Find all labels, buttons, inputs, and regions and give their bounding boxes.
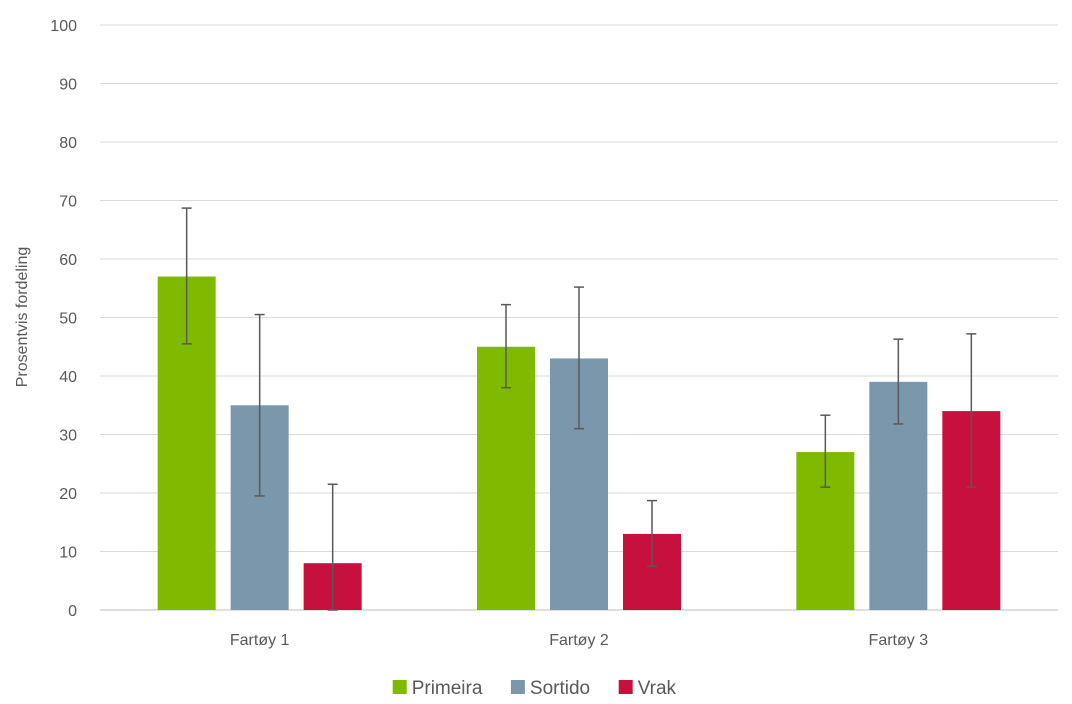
legend: Primeira Sortido Vrak <box>392 678 677 699</box>
error-bar <box>647 499 657 567</box>
y-tick-label: 40 <box>59 369 77 386</box>
y-tick-label: 20 <box>59 486 77 503</box>
x-axis-ticks: Fartøy 1 Fartøy 2 Fartøy 3 <box>230 632 928 649</box>
error-bar <box>966 333 977 488</box>
error-bar <box>574 286 584 430</box>
legend-swatch <box>618 680 633 694</box>
error-bar <box>501 303 511 389</box>
y-tick-label: 30 <box>59 428 77 445</box>
x-tick-label: Fartøy 3 <box>869 632 929 649</box>
x-tick-label: Fartøy 1 <box>230 632 290 649</box>
bar-primeira-2 <box>477 346 535 610</box>
error-bars <box>181 207 977 611</box>
y-axis-title: Prosentvis fordeling <box>14 247 31 388</box>
error-bar <box>820 414 831 488</box>
error-bar <box>327 483 338 611</box>
y-axis-ticks: 0 10 20 30 40 50 60 70 80 90 100 <box>50 18 77 620</box>
y-tick-label: 10 <box>59 545 77 562</box>
x-tick-label: Fartøy 2 <box>549 632 609 649</box>
y-tick-label: 70 <box>59 194 77 211</box>
y-tick-label: 80 <box>59 135 77 152</box>
bars <box>157 276 1001 610</box>
y-tick-label: 0 <box>68 603 77 620</box>
legend-swatch <box>392 680 407 694</box>
legend-item-primeira: Primeira <box>392 678 483 699</box>
legend-item-sortido: Sortido <box>510 678 590 699</box>
y-tick-label: 50 <box>59 311 77 328</box>
legend-swatch <box>510 680 525 694</box>
y-tick-label: 100 <box>50 18 77 35</box>
error-bar <box>181 207 192 345</box>
legend-label: Vrak <box>638 678 677 699</box>
y-tick-label: 90 <box>59 77 77 94</box>
legend-label: Sortido <box>530 678 590 699</box>
legend-item-vrak: Vrak <box>618 678 677 699</box>
error-bar <box>254 313 265 497</box>
y-tick-label: 60 <box>59 252 77 269</box>
legend-label: Primeira <box>412 678 483 699</box>
error-bar <box>893 338 904 425</box>
